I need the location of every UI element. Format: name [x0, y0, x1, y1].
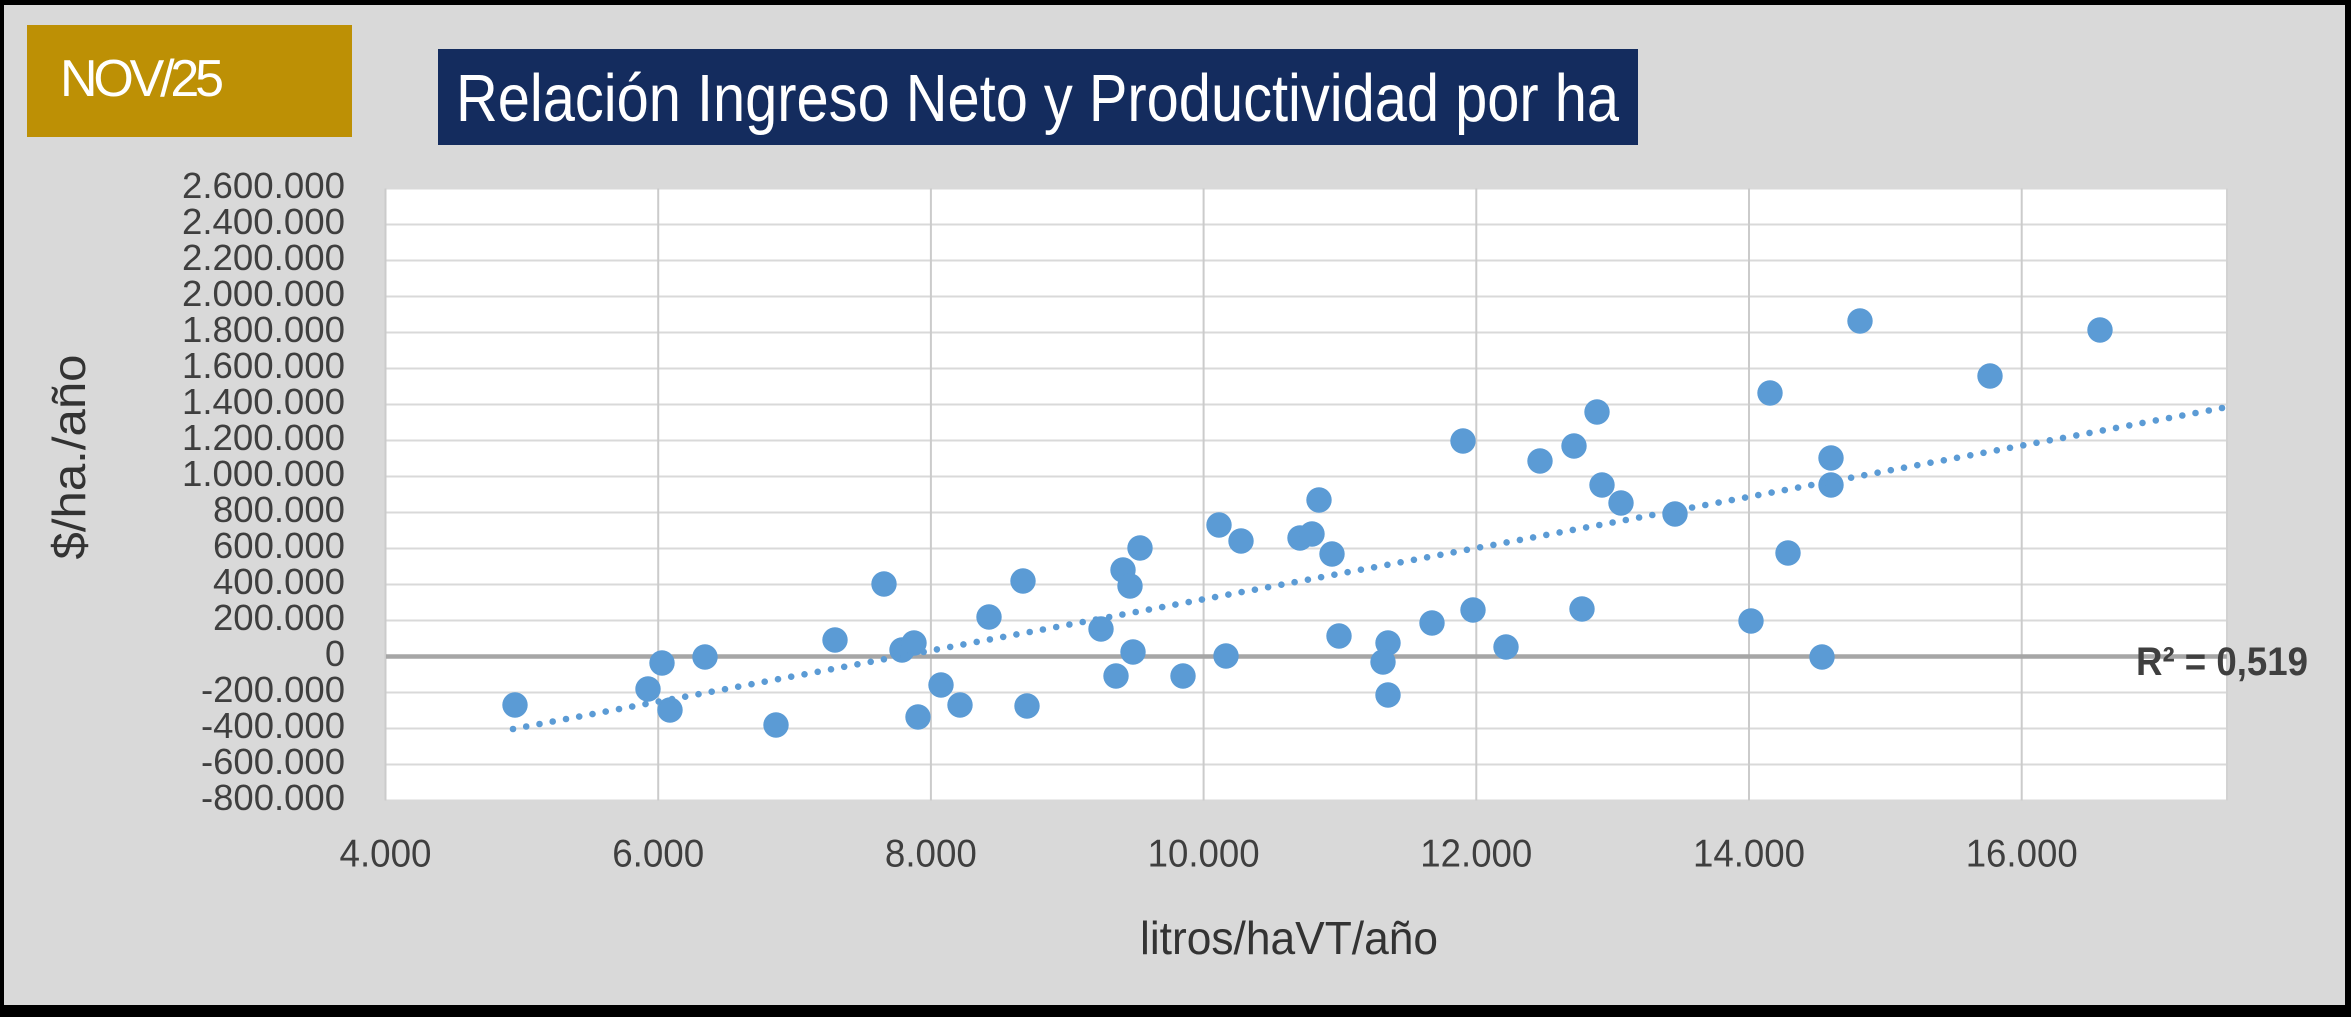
svg-text:R² = 0,519: R² = 0,519 — [2136, 640, 2308, 684]
svg-text:400.000: 400.000 — [213, 561, 345, 602]
svg-text:Relación Ingreso Neto y Produc: Relación Ingreso Neto y Productividad po… — [456, 61, 1620, 136]
svg-text:800.000: 800.000 — [213, 489, 345, 530]
svg-text:200.000: 200.000 — [213, 597, 345, 638]
svg-text:10.000: 10.000 — [1148, 833, 1260, 876]
svg-text:litros/haVT/año: litros/haVT/año — [1140, 912, 1438, 964]
svg-text:1.400.000: 1.400.000 — [182, 381, 345, 422]
svg-text:1.600.000: 1.600.000 — [182, 345, 345, 386]
svg-text:0: 0 — [325, 633, 345, 674]
svg-text:2.000.000: 2.000.000 — [182, 273, 345, 314]
svg-text:$/ha./año: $/ha./año — [43, 355, 95, 560]
svg-text:6.000: 6.000 — [612, 833, 704, 876]
svg-text:-600.000: -600.000 — [201, 741, 345, 782]
svg-text:4.000: 4.000 — [340, 833, 432, 876]
svg-text:1.800.000: 1.800.000 — [182, 309, 345, 350]
svg-text:-400.000: -400.000 — [201, 705, 345, 746]
svg-text:600.000: 600.000 — [213, 525, 345, 566]
svg-text:-200.000: -200.000 — [201, 669, 345, 710]
svg-text:-800.000: -800.000 — [201, 777, 345, 818]
svg-text:NOV/25: NOV/25 — [60, 50, 224, 108]
svg-text:2.200.000: 2.200.000 — [182, 237, 345, 278]
svg-text:1.200.000: 1.200.000 — [182, 417, 345, 458]
svg-text:2.400.000: 2.400.000 — [182, 201, 345, 242]
svg-text:12.000: 12.000 — [1420, 833, 1532, 876]
svg-text:1.000.000: 1.000.000 — [182, 453, 345, 494]
svg-text:2.600.000: 2.600.000 — [182, 165, 345, 206]
svg-text:14.000: 14.000 — [1693, 833, 1805, 876]
svg-text:16.000: 16.000 — [1966, 833, 2078, 876]
svg-text:8.000: 8.000 — [885, 833, 977, 876]
